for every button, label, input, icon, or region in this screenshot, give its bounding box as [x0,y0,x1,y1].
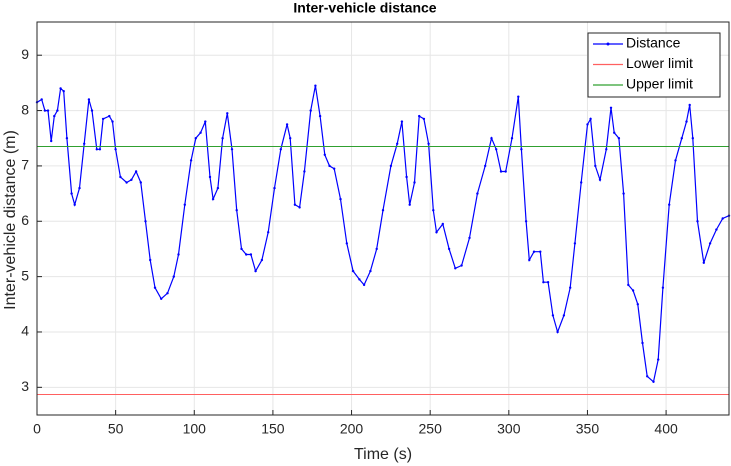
x-tick-label: 50 [108,421,124,437]
legend-marker [606,42,610,46]
x-tick-label: 350 [576,421,600,437]
x-tick-label: 0 [33,421,41,437]
y-tick-label: 6 [21,212,29,228]
y-tick-label: 4 [21,323,29,339]
x-tick-label: 150 [261,421,285,437]
data-line [35,84,731,384]
x-tick-label: 300 [497,421,521,437]
y-tick-label: 7 [21,157,29,173]
legend-label: Upper limit [626,76,693,92]
x-axis-label: Time (s) [354,446,412,463]
axes-box [36,21,730,416]
x-tick-label: 250 [419,421,443,437]
y-tick-label: 9 [21,46,29,62]
x-tick-label: 200 [340,421,364,437]
y-tick-label: 8 [21,101,29,117]
legend-label: Lower limit [626,55,693,71]
y-tick-label: 5 [21,267,29,283]
legend-label: Distance [626,35,681,51]
x-tick-label: 100 [183,421,207,437]
y-tick-label: 3 [21,378,29,394]
chart-title: Inter-vehicle distance [293,0,436,16]
y-axis-label: Inter-vehicle distance (m) [2,130,19,310]
x-tick-label: 400 [654,421,678,437]
